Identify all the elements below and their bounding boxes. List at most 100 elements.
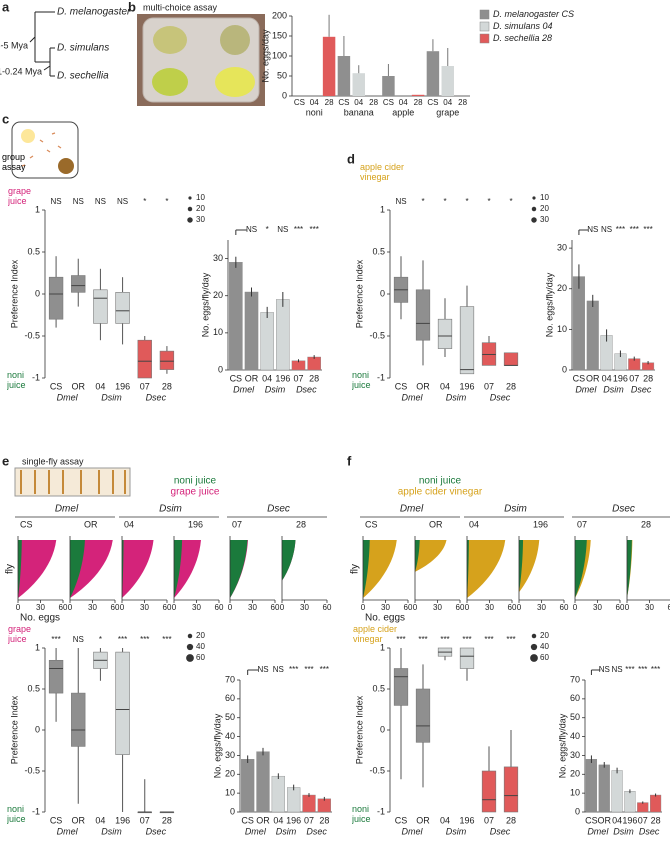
x-tick-label: 28 — [458, 98, 467, 107]
y-tick-label: 10 — [213, 327, 223, 337]
size-legend-dot — [531, 217, 537, 223]
significance: * — [165, 197, 168, 206]
x-tick-label: OR — [72, 381, 86, 391]
strain-label: 04 — [124, 519, 134, 529]
y-tick-label: 50 — [225, 712, 235, 722]
size-legend-label: 10 — [196, 193, 205, 202]
species-label: D. melanogaster — [57, 7, 131, 18]
significance: *** — [294, 225, 303, 234]
raster-y-label: fly — [5, 564, 16, 574]
bar — [302, 794, 316, 813]
y-tick-label: 30 — [225, 750, 235, 760]
box — [437, 318, 453, 349]
y-axis-label: Preference Index — [354, 259, 364, 328]
x-tick-label: 07 — [293, 373, 303, 383]
strain-label: 28 — [296, 519, 306, 529]
group-label: Dsec — [631, 384, 652, 394]
top-label: grape juice — [8, 624, 32, 644]
group-label: apple — [392, 107, 414, 117]
x-tick-label: OR — [586, 373, 600, 383]
raster-shape — [519, 540, 540, 593]
y-tick-label: 50 — [277, 70, 287, 80]
raster-shape — [519, 540, 524, 593]
bottom-label: noni juice — [352, 370, 371, 390]
x-tick-label: 30 — [248, 603, 257, 612]
raster-shape — [467, 540, 469, 598]
y-tick-label: -1 — [377, 372, 385, 382]
y-tick-label: 30 — [213, 253, 223, 263]
box — [71, 275, 86, 293]
y-tick-label: 1 — [35, 642, 40, 652]
significance: *** — [304, 665, 313, 674]
size-legend-dot — [187, 206, 193, 212]
x-tick-label: CS — [383, 98, 394, 107]
x-tick-label: 60 — [215, 603, 224, 612]
panel-label: f — [347, 453, 352, 468]
x-tick-label: 28 — [369, 98, 378, 107]
group-label: Dsec — [490, 392, 511, 402]
x-tick-label: 30 — [645, 603, 654, 612]
y-tick-label: 10 — [570, 788, 580, 798]
bottom-label: noni juice — [7, 370, 26, 390]
x-tick-label: 28 — [506, 815, 516, 825]
y-tick-label: 0 — [230, 806, 235, 816]
x-tick-label: 0 — [573, 603, 578, 612]
significance: *** — [51, 635, 60, 644]
box — [48, 276, 64, 320]
x-tick-label: CS — [50, 815, 63, 825]
top-label: apple cider vinegar — [360, 162, 405, 182]
bar — [611, 770, 623, 813]
box — [48, 659, 64, 694]
box — [481, 770, 497, 813]
x-tick-label: 04 — [273, 815, 283, 825]
photo-label: multi-choice assay — [143, 2, 218, 12]
x-tick-label: 28 — [325, 98, 334, 107]
y-tick-label: 40 — [225, 731, 235, 741]
significance: *** — [118, 635, 127, 644]
box — [459, 306, 475, 375]
strain-label: 07 — [232, 519, 242, 529]
x-tick-label: 60 — [560, 603, 569, 612]
y-tick-label: 0.5 — [372, 246, 385, 256]
x-tick-label: 30 — [381, 603, 390, 612]
bar — [256, 751, 270, 813]
group-label: Dmel — [401, 392, 423, 402]
significance: *** — [162, 635, 171, 644]
box — [93, 289, 108, 324]
raster-shape — [122, 540, 154, 598]
assay-label-box: group assay — [2, 152, 26, 172]
y-tick-label: 20 — [557, 283, 567, 293]
y-tick-label: -1 — [377, 806, 385, 816]
box — [503, 766, 519, 813]
x-tick-label: 0 — [172, 603, 177, 612]
x-tick-label: OR — [416, 381, 430, 391]
legend-label: D. melanogaster CS — [493, 9, 574, 19]
group-label: Dsim — [265, 384, 286, 394]
raster-shape — [18, 540, 22, 598]
size-legend-label: 60 — [540, 653, 549, 662]
y-axis-label: Preference Index — [9, 259, 19, 328]
group-label: Dmel — [401, 826, 423, 836]
significance: *** — [440, 635, 449, 644]
significance: * — [143, 197, 146, 206]
y-tick-label: 20 — [225, 769, 235, 779]
x-tick-label: 60 — [59, 603, 68, 612]
significance: * — [421, 197, 424, 206]
size-legend-dot — [188, 196, 192, 200]
size-legend-label: 20 — [196, 204, 205, 213]
y-tick-label: 70 — [570, 674, 580, 684]
group-label: Dsim — [159, 504, 182, 515]
legend-label: grape juice — [171, 487, 220, 498]
x-tick-label: CS — [395, 815, 408, 825]
bar — [586, 300, 599, 371]
x-tick-label: 0 — [361, 603, 366, 612]
y-tick-label: 20 — [570, 769, 580, 779]
group-label: Dsim — [101, 392, 122, 402]
significance: * — [443, 197, 446, 206]
bar — [426, 51, 440, 96]
raster-x-label: No. eggs — [20, 613, 60, 624]
strain-label: 28 — [641, 519, 651, 529]
x-tick-label: CS — [50, 381, 63, 391]
top-label-box: apple cider vinegar — [360, 162, 405, 182]
panel-label: b — [128, 0, 136, 14]
